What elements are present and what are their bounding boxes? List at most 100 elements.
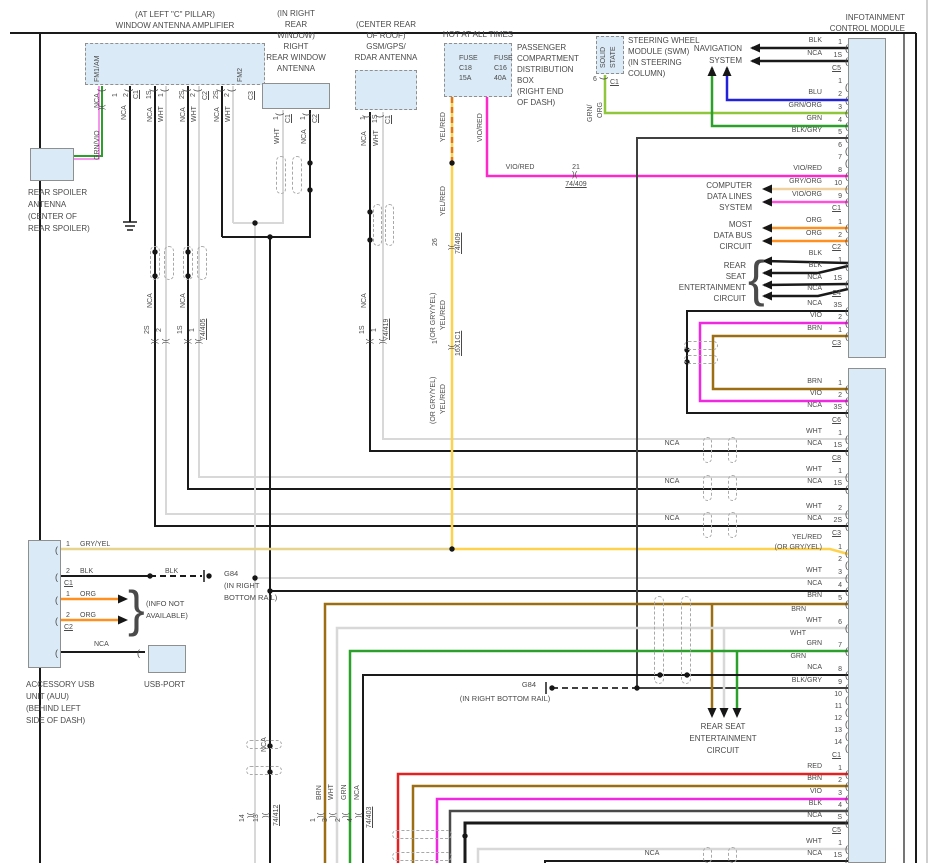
- label: 2: [838, 232, 842, 239]
- label: )(: [316, 812, 325, 818]
- wire-vio-2: [435, 797, 848, 863]
- wire-yelred-h: [452, 547, 849, 556]
- label: OF ROOF): [366, 31, 406, 40]
- label: ORG: [80, 591, 96, 598]
- pin-arc-icon: (: [845, 670, 848, 680]
- label: REAR SEAT: [700, 722, 746, 731]
- pin-arc-icon: (: [845, 95, 848, 105]
- inline-connector: [246, 740, 282, 749]
- label: C1: [832, 205, 841, 212]
- label: STEERING WHEEL: [628, 36, 700, 45]
- wire-rse-blk-2: [764, 264, 849, 275]
- pin-arc-icon: (: [845, 719, 848, 729]
- passenger-compartment-distribution-box: [444, 43, 512, 97]
- pin-arc-icon: (: [845, 384, 848, 394]
- label: (: [361, 115, 371, 118]
- label: DISTRIBUTION: [517, 65, 574, 74]
- label: C2: [832, 244, 841, 251]
- label: ANTENNA: [276, 64, 316, 73]
- label: REAR: [723, 261, 746, 270]
- label: )(: [378, 338, 387, 344]
- label: CIRCUIT: [719, 242, 752, 251]
- label: WHT: [806, 567, 822, 574]
- window-antenna-amplifier: [85, 43, 265, 85]
- pin-arc-icon: (: [845, 806, 848, 816]
- label: 4: [347, 818, 354, 822]
- label: (IN RIGHT: [277, 9, 315, 18]
- junction-dot: [206, 573, 212, 579]
- label: C1: [64, 580, 73, 587]
- wire-gsm-wht: [382, 112, 848, 440]
- label: C1: [610, 79, 619, 86]
- label: 2: [838, 314, 842, 321]
- label: (: [148, 89, 158, 92]
- label: 3S: [833, 404, 842, 411]
- arrow-left-icon: [750, 43, 760, 53]
- wire-wht-bot: [476, 847, 848, 863]
- junction-dot: [367, 209, 373, 215]
- label: WHT: [191, 106, 198, 122]
- label: WHT: [806, 617, 822, 624]
- label: 10: [834, 691, 842, 698]
- label: GRN: [806, 115, 822, 122]
- label: C1: [385, 115, 392, 124]
- label: 2S: [144, 325, 151, 334]
- label: MODULE (SWM): [628, 47, 690, 56]
- arrow-down-icon: [719, 708, 729, 718]
- pin-arc-icon: (: [845, 695, 848, 705]
- inline-connector: [183, 246, 193, 280]
- label: NCA: [121, 105, 128, 120]
- label: RIGHT: [283, 42, 309, 51]
- label: 1: [300, 116, 307, 120]
- wire-grn-nav: [710, 68, 848, 128]
- pin-arc-icon: (: [845, 396, 848, 406]
- label: NAVIGATION: [693, 44, 742, 53]
- wire-amp-wht-a: [165, 86, 848, 515]
- junction-dot: [307, 187, 313, 193]
- junction-dot: [684, 672, 690, 678]
- arrow-left-icon: [762, 184, 772, 194]
- label: USB-PORT: [144, 680, 186, 689]
- inline-connector: [728, 437, 737, 463]
- label: C6: [832, 417, 841, 424]
- wire-brn-2: [411, 784, 848, 863]
- label: )(: [341, 812, 350, 818]
- label: 1: [112, 93, 119, 97]
- label: GRN: [790, 653, 806, 660]
- arrow-left-icon: [762, 236, 772, 246]
- label: 1: [158, 93, 165, 97]
- label: (: [274, 113, 284, 116]
- junction-dot: [252, 575, 258, 581]
- label: 6: [593, 76, 597, 83]
- label: )(: [447, 244, 456, 250]
- label: NCA: [664, 515, 680, 522]
- wire-grn-main: [348, 649, 848, 863]
- label: )(: [97, 104, 106, 110]
- label: C3: [832, 340, 841, 347]
- label: C1: [832, 752, 841, 759]
- label: FUSE: [494, 55, 513, 62]
- wire-nca-bot: [544, 860, 848, 863]
- pin-arc-icon: (: [845, 743, 848, 753]
- label: )(: [572, 170, 578, 179]
- label: )(: [246, 812, 255, 818]
- pin-arc-icon: (: [845, 646, 848, 656]
- label: FUSE: [459, 55, 478, 62]
- label: (: [55, 545, 58, 555]
- pin-arc-icon: (: [845, 521, 848, 531]
- label: 9: [838, 679, 842, 686]
- label: 4: [838, 117, 842, 124]
- label: GRY/ORG: [789, 178, 822, 185]
- label: BRN: [807, 378, 822, 385]
- junction-dot: [147, 573, 153, 579]
- label: BLK: [808, 800, 822, 807]
- label: 74/403: [366, 806, 373, 828]
- pin-arc-icon: (: [845, 121, 848, 131]
- label: NCA: [94, 641, 109, 648]
- inline-connector: [197, 246, 207, 280]
- label: 1S: [833, 852, 842, 859]
- junction-dot: [657, 672, 663, 678]
- pin-arc-icon: (: [845, 446, 848, 456]
- label: VIO: [809, 312, 822, 319]
- wire-amp-nca-a: [154, 86, 848, 527]
